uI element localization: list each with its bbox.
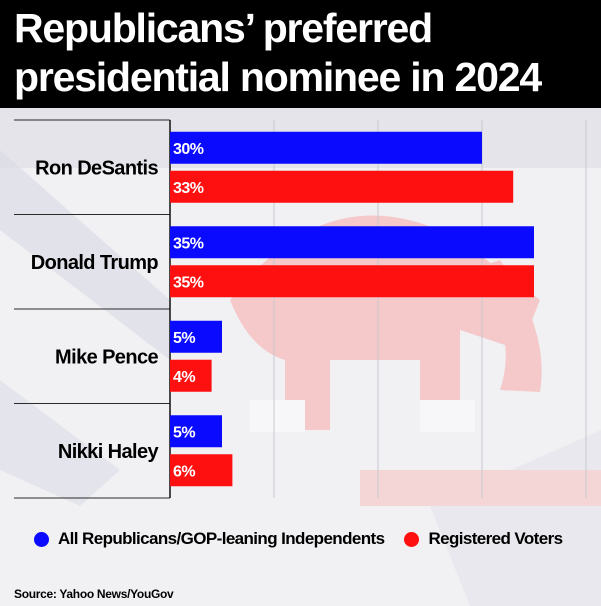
bar-chart: Ron DeSantis 30% 33% Donald Trump 35% 35% Mike… <box>14 119 587 499</box>
category-label: Ron DeSantis <box>35 157 158 179</box>
bar <box>170 226 534 259</box>
legend-swatch-red <box>404 531 420 547</box>
chart-title-line-1: Republicans’ preferred <box>14 5 433 51</box>
category-label: Mike Pence <box>55 346 158 368</box>
data-label: 4% <box>173 369 195 386</box>
chart-title-line-2: presidential nominee in 2024 <box>14 54 542 100</box>
category-label: Donald Trump <box>31 252 159 274</box>
legend-item-all-republicans: All Republicans/GOP-leaning Independents <box>34 529 385 549</box>
data-label: 35% <box>173 274 204 291</box>
legend-label-all-republicans: All Republicans/GOP-leaning Independents <box>58 529 385 548</box>
bar <box>170 265 534 298</box>
data-label: 30% <box>173 141 204 158</box>
data-label: 33% <box>173 180 204 197</box>
legend-label-registered-voters: Registered Voters <box>428 529 563 548</box>
title-banner: Republicans’ preferred presidential nomi… <box>0 0 601 108</box>
legend-item-registered-voters: Registered Voters <box>404 529 563 549</box>
bar <box>170 359 212 392</box>
chart-legend: All Republicans/GOP-leaning Independents… <box>34 528 582 550</box>
bar <box>170 170 514 203</box>
source-note: Source: Yahoo News/YouGov <box>14 587 174 601</box>
data-label: 5% <box>173 424 195 441</box>
category-label: Nikki Haley <box>58 441 160 463</box>
chart-title: Republicans’ preferred presidential nomi… <box>14 4 594 102</box>
data-label: 5% <box>173 330 195 347</box>
bar <box>170 454 233 487</box>
bar <box>170 131 482 164</box>
bar <box>170 320 222 353</box>
data-label: 35% <box>173 235 204 252</box>
bar <box>170 415 222 448</box>
legend-swatch-blue <box>34 531 49 547</box>
data-label: 6% <box>173 463 195 480</box>
